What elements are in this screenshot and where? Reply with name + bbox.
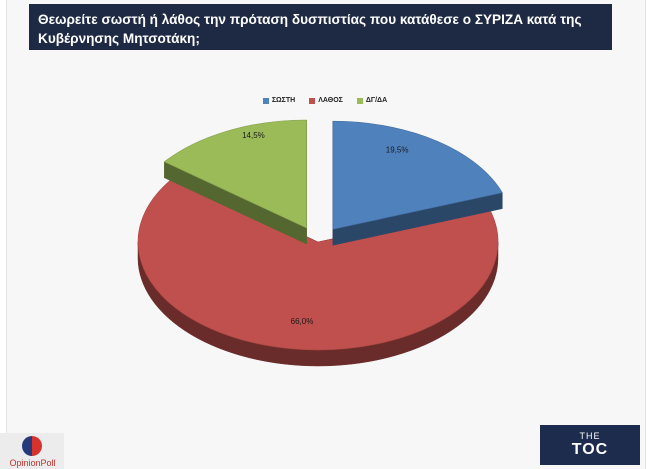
pie-slice [332,120,503,246]
slice-value-label: 66,0% [291,317,314,326]
opinion-poll-logo: OpinionPoll [0,433,64,469]
pie-slice [163,119,307,245]
legend-item: ΔΓ/ΔΑ [356,97,388,104]
the-toc-logo-small: THE [579,431,601,441]
chart-legend: ΣΩΣΤΗ ΛΑΘΟΣ ΔΓ/ΔΑ [0,97,650,104]
legend-label: ΔΓ/ΔΑ [365,97,388,104]
header-banner: Θεωρείτε σωστή ή λάθος την πρόταση δυσπι… [29,4,612,50]
legend-swatch [262,97,269,104]
legend-item: ΛΑΘΟΣ [309,97,343,104]
legend-swatch [309,97,316,104]
legend-swatch [356,97,363,104]
chart-title: Θεωρείτε σωστή ή λάθος την πρόταση δυσπι… [38,12,582,46]
legend-label: ΛΑΘΟΣ [318,97,343,104]
opinion-poll-logo-text: OpinionPoll [9,458,56,468]
page-frame [6,0,646,469]
the-toc-logo-big: TOC [571,441,609,458]
slice-value-label: 14,5% [242,131,265,140]
legend-item: ΣΩΣΤΗ [262,97,296,104]
legend-label: ΣΩΣΤΗ [271,97,296,104]
the-toc-logo: THE TOC [540,425,640,465]
opinion-poll-logo-icon [22,436,42,456]
slice-value-label: 19,5% [386,145,409,154]
